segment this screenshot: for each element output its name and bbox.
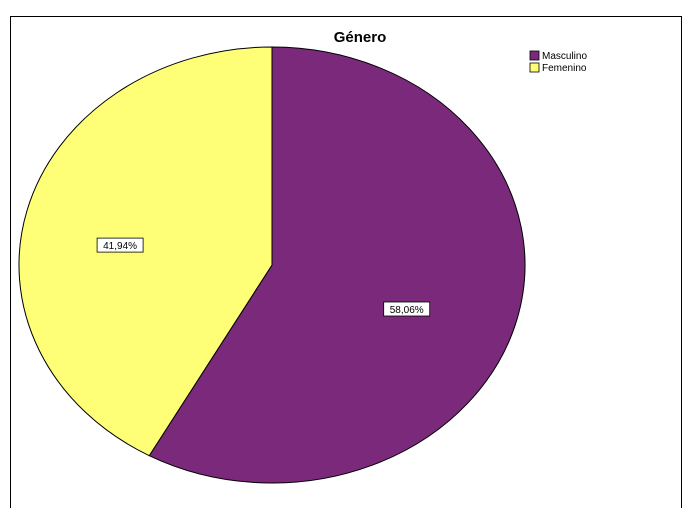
legend-swatch-masculino <box>529 50 540 61</box>
legend-item-femenino: Femenino <box>529 62 587 74</box>
slice-label-text: 58,06% <box>390 305 424 316</box>
slice-label-box <box>96 237 144 253</box>
legend: Masculino Femenino <box>529 50 587 74</box>
legend-label-masculino: Masculino <box>542 51 587 62</box>
pie-slice-femenino <box>18 46 273 457</box>
pie-slices <box>18 46 526 484</box>
slice-label-text: 41,94% <box>103 241 137 252</box>
legend-label-femenino: Femenino <box>542 63 587 74</box>
slice-label-femenino: 41,94% <box>96 237 144 253</box>
legend-item-masculino: Masculino <box>529 50 587 62</box>
pie-slice-masculino <box>148 46 526 484</box>
slice-labels: 58,06% 41,94% <box>96 237 431 317</box>
chart-title: Género <box>334 29 387 46</box>
slice-label-box <box>383 301 431 317</box>
slice-label-masculino: 58,06% <box>383 301 431 317</box>
legend-swatch-femenino <box>529 62 540 73</box>
